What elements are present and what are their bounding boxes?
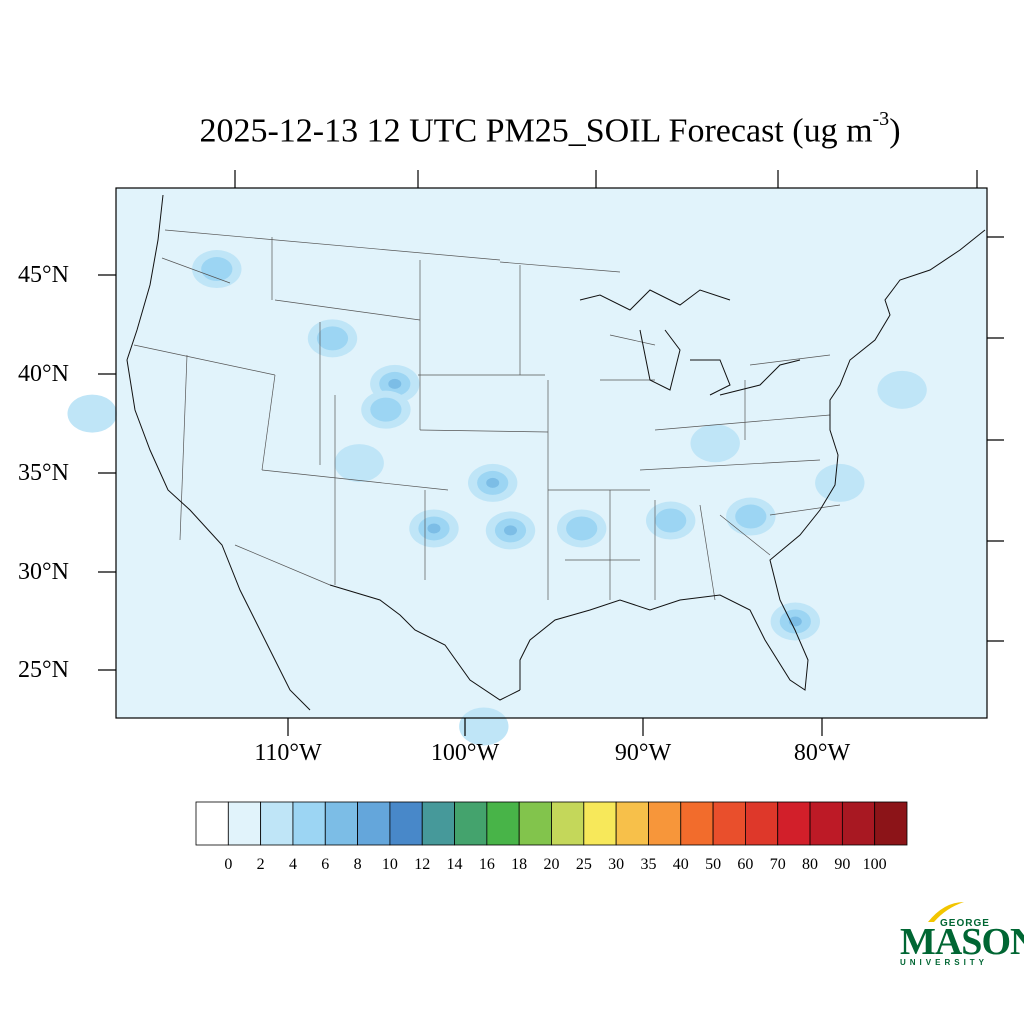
concentration-blob (566, 516, 598, 541)
concentration-blob (486, 477, 500, 488)
colorbar-swatch (583, 801, 617, 846)
concentration-blob (815, 463, 865, 502)
colorbar-tick-label: 70 (769, 856, 786, 873)
state-boundaries (133, 229, 841, 601)
coastline (126, 194, 986, 711)
colorbar-tick-label: 20 (543, 856, 560, 873)
colorbar-tick-label: 30 (608, 856, 625, 873)
colorbar-tick-label: 14 (446, 856, 463, 873)
lat-label-30: 30°N (18, 559, 69, 585)
colorbar-tick-label: 6 (321, 856, 330, 873)
colorbar-swatch (421, 801, 455, 846)
colorbar-swatch (551, 801, 585, 846)
lat-label-45: 45°N (18, 262, 69, 288)
colorbar-swatch (680, 801, 714, 846)
colorbar-swatch (841, 801, 876, 846)
logo-swoosh-icon (928, 902, 964, 922)
colorbar-swatch (227, 801, 262, 846)
colorbar-tick-label: 50 (705, 856, 722, 873)
concentration-blob (735, 504, 767, 529)
concentration-blob (201, 257, 233, 282)
colorbar-swatch (260, 801, 294, 846)
colorbar-tick-label: 100 (862, 856, 887, 873)
colorbar-tick-label: 10 (381, 856, 398, 873)
colorbar-tick-label: 90 (834, 856, 851, 873)
concentration-blob (427, 523, 441, 534)
concentration-blob (655, 508, 687, 533)
colorbar-tick-label: 60 (737, 856, 754, 873)
concentration-blob (459, 707, 509, 746)
colorbar-swatch (486, 801, 520, 846)
colorbar-tick-label: 2 (256, 856, 265, 873)
map-background (116, 188, 987, 718)
lat-label-40: 40°N (18, 361, 69, 387)
lon-label-110w: 110°W (254, 740, 322, 766)
gmu-logo: GEORGE MASON UNIVERSITY (896, 900, 1024, 970)
colorbar-swatch (454, 801, 488, 846)
map-title: 2025-12-13 12 UTC PM25_SOIL Forecast (ug… (199, 108, 901, 150)
concentration-blob (370, 397, 402, 422)
colorbar-swatch (712, 801, 746, 846)
concentration-blob (67, 394, 117, 433)
colorbar-swatch (745, 801, 779, 846)
colorbar-swatch (292, 801, 326, 846)
lat-label-35: 35°N (18, 460, 69, 486)
lon-label-80w: 80°W (793, 740, 851, 766)
map-ticks (98, 170, 1004, 736)
colorbar-swatch (324, 801, 358, 846)
colorbar-swatch (648, 801, 682, 846)
colorbar (195, 801, 908, 846)
colorbar-tick-label: 35 (640, 856, 657, 873)
colorbar-swatch (777, 801, 811, 846)
map-frame (115, 187, 988, 719)
colorbar-tick-label: 40 (672, 856, 689, 873)
colorbar-swatch (615, 801, 649, 846)
colorbar-tick-label: 18 (511, 856, 528, 873)
concentration-blobs (67, 250, 927, 746)
lat-label-25: 25°N (18, 657, 69, 683)
colorbar-tick-label: 16 (478, 856, 495, 873)
colorbar-swatch (874, 801, 908, 846)
lon-label-100w: 100°W (430, 740, 500, 766)
colorbar-swatch (195, 801, 229, 846)
colorbar-swatch (389, 801, 423, 846)
colorbar-swatch (518, 801, 552, 846)
colorbar-tick-label: 25 (575, 856, 592, 873)
colorbar-tick-label: 0 (224, 856, 233, 873)
colorbar-swatch (809, 801, 843, 846)
concentration-blob (316, 326, 349, 351)
concentration-blob (388, 378, 402, 389)
colorbar-tick-label: 80 (802, 856, 819, 873)
concentration-blob (877, 370, 927, 409)
concentration-blob (690, 424, 740, 463)
colorbar-tick-label: 12 (414, 856, 431, 873)
colorbar-tick-label: 8 (353, 856, 362, 873)
concentration-blob (504, 525, 517, 536)
colorbar-tick-label: 4 (288, 856, 297, 873)
concentration-blob (334, 444, 384, 483)
lon-label-90w: 90°W (614, 740, 672, 766)
colorbar-swatch (357, 801, 391, 846)
